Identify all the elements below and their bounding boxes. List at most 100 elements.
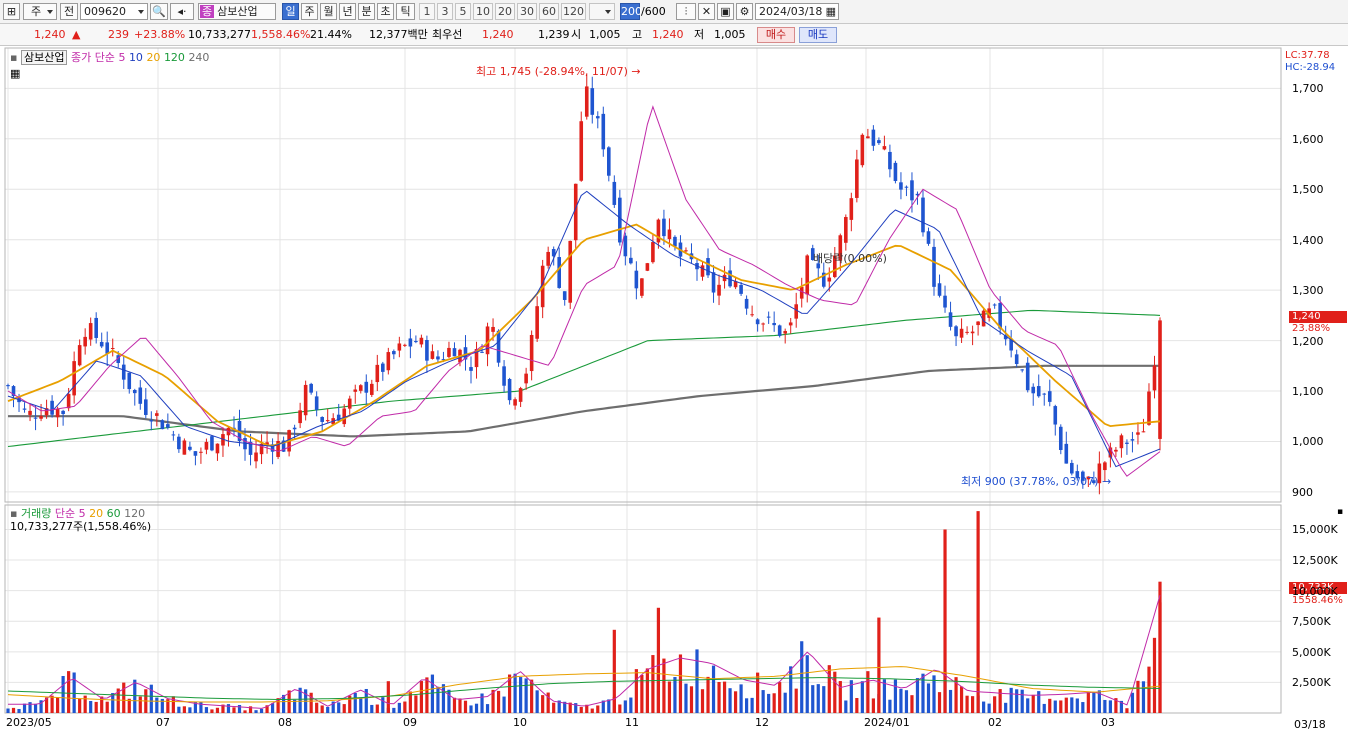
sell-button[interactable]: 매도 xyxy=(799,27,837,43)
volume-bar xyxy=(932,675,936,713)
interval-1[interactable]: 1 xyxy=(419,3,435,20)
speaker-icon[interactable]: ◂· xyxy=(170,3,194,20)
candle xyxy=(987,302,991,322)
volume-bar xyxy=(331,701,335,713)
volume-bar xyxy=(772,693,776,713)
interval-60[interactable]: 60 xyxy=(539,3,559,20)
period-tab-tick[interactable]: 틱 xyxy=(396,3,415,20)
volume-bar xyxy=(871,698,875,713)
volume-bar xyxy=(359,697,363,713)
candle xyxy=(551,246,556,266)
candle xyxy=(518,386,523,408)
month-tick-label: 2024/01 xyxy=(864,716,910,729)
legend-stock-name[interactable]: 삼보산업 xyxy=(20,50,68,65)
candle xyxy=(750,305,754,317)
market-select[interactable]: 주 xyxy=(23,3,57,20)
low-annotation: 최저 900 (37.78%, 03/07) → xyxy=(961,475,1111,488)
period-tab-second[interactable]: 초 xyxy=(377,3,394,20)
candle xyxy=(182,438,187,455)
candle xyxy=(210,435,214,452)
buy-button[interactable]: 매수 xyxy=(757,27,795,43)
volume-bar xyxy=(281,694,286,713)
crosshair-icon[interactable]: ✕ xyxy=(698,3,715,20)
interval-120[interactable]: 120 xyxy=(561,3,586,20)
interval-5[interactable]: 5 xyxy=(455,3,471,20)
volume-bar xyxy=(160,698,164,713)
volume-bar xyxy=(948,689,953,713)
save-icon[interactable]: ▣ xyxy=(717,3,734,20)
period-tab-month[interactable]: 월 xyxy=(320,3,337,20)
volume-bar xyxy=(1125,708,1129,713)
candle xyxy=(1152,355,1157,399)
candle xyxy=(347,395,352,417)
candle xyxy=(744,295,749,315)
volume-tick-label: 7,500K xyxy=(1292,615,1331,629)
candle xyxy=(22,402,27,413)
search-icon[interactable]: 🔍 xyxy=(150,3,168,20)
candle xyxy=(1020,369,1025,373)
volume-bar xyxy=(375,704,379,713)
candle xyxy=(507,377,512,405)
volume-bar xyxy=(519,677,523,713)
volume-bar xyxy=(563,701,567,713)
period-tab-week[interactable]: 주 xyxy=(301,3,318,20)
candle xyxy=(392,349,396,360)
price-tick-label: 1,300 xyxy=(1292,284,1324,298)
grid-toggle-icon[interactable]: ▦ xyxy=(10,67,21,80)
interval-30[interactable]: 30 xyxy=(517,3,537,20)
period-tab-day[interactable]: 일 xyxy=(282,3,299,20)
price-panel-frame xyxy=(4,47,1282,503)
candle xyxy=(689,243,694,264)
candle xyxy=(568,240,573,309)
candle xyxy=(882,135,887,151)
period-tab-minute[interactable]: 분 xyxy=(358,3,375,20)
candle xyxy=(645,262,650,272)
interval-select[interactable] xyxy=(589,3,615,20)
ma20-path xyxy=(7,223,1161,447)
chart-menu-icon[interactable]: ⊞ xyxy=(3,3,20,20)
interval-10[interactable]: 10 xyxy=(473,3,493,20)
volume-bar xyxy=(436,686,440,713)
gear-icon[interactable]: ⚙ xyxy=(736,3,753,20)
candle xyxy=(336,403,341,422)
volume-bar xyxy=(171,696,175,713)
low-label: 저 xyxy=(694,28,705,41)
market-label: 주 xyxy=(30,5,42,18)
candle xyxy=(728,257,732,288)
candle xyxy=(1031,383,1036,406)
stock-name-field[interactable]: 종 삼보산업 xyxy=(198,3,276,20)
stock-code-input[interactable]: 009620 xyxy=(80,3,148,20)
volume-bar xyxy=(122,682,126,713)
candle xyxy=(711,265,716,303)
month-tick-label: 12 xyxy=(755,716,769,729)
volume-bar xyxy=(441,684,446,713)
candle xyxy=(1075,464,1080,481)
candle xyxy=(248,433,253,466)
volume-legend: ▪ 거래량 단순 5 20 60 120 xyxy=(10,507,145,520)
volume-legend-ma60: 60 xyxy=(106,507,121,520)
volume-bar xyxy=(954,677,958,713)
volume-bar xyxy=(711,665,716,713)
candle xyxy=(110,338,115,357)
volume-bar xyxy=(811,685,815,713)
candle-icon[interactable]: ⫶ xyxy=(676,3,696,20)
volume-legend-ma-title: 단순 xyxy=(54,507,76,520)
interval-3[interactable]: 3 xyxy=(437,3,453,20)
candle xyxy=(629,247,633,265)
volume-bar xyxy=(805,655,809,713)
volume-panel-close-icon[interactable]: ▪ xyxy=(1337,507,1344,517)
volume-bar xyxy=(89,700,93,713)
candle xyxy=(766,311,771,324)
scope-button[interactable]: 전 xyxy=(60,3,78,20)
period-tab-year[interactable]: 년 xyxy=(339,3,356,20)
candle xyxy=(188,441,192,452)
candle xyxy=(1158,317,1162,451)
date-input[interactable]: 2024/03/18 ▦ xyxy=(755,3,839,20)
interval-20[interactable]: 20 xyxy=(495,3,515,20)
candle xyxy=(386,347,391,375)
candle xyxy=(265,431,269,454)
bar-count-input[interactable]: 200 xyxy=(620,3,642,20)
candle xyxy=(381,361,385,381)
trade-amount: 12,377백만 xyxy=(369,28,428,41)
price-volume-chart[interactable] xyxy=(0,46,1348,734)
